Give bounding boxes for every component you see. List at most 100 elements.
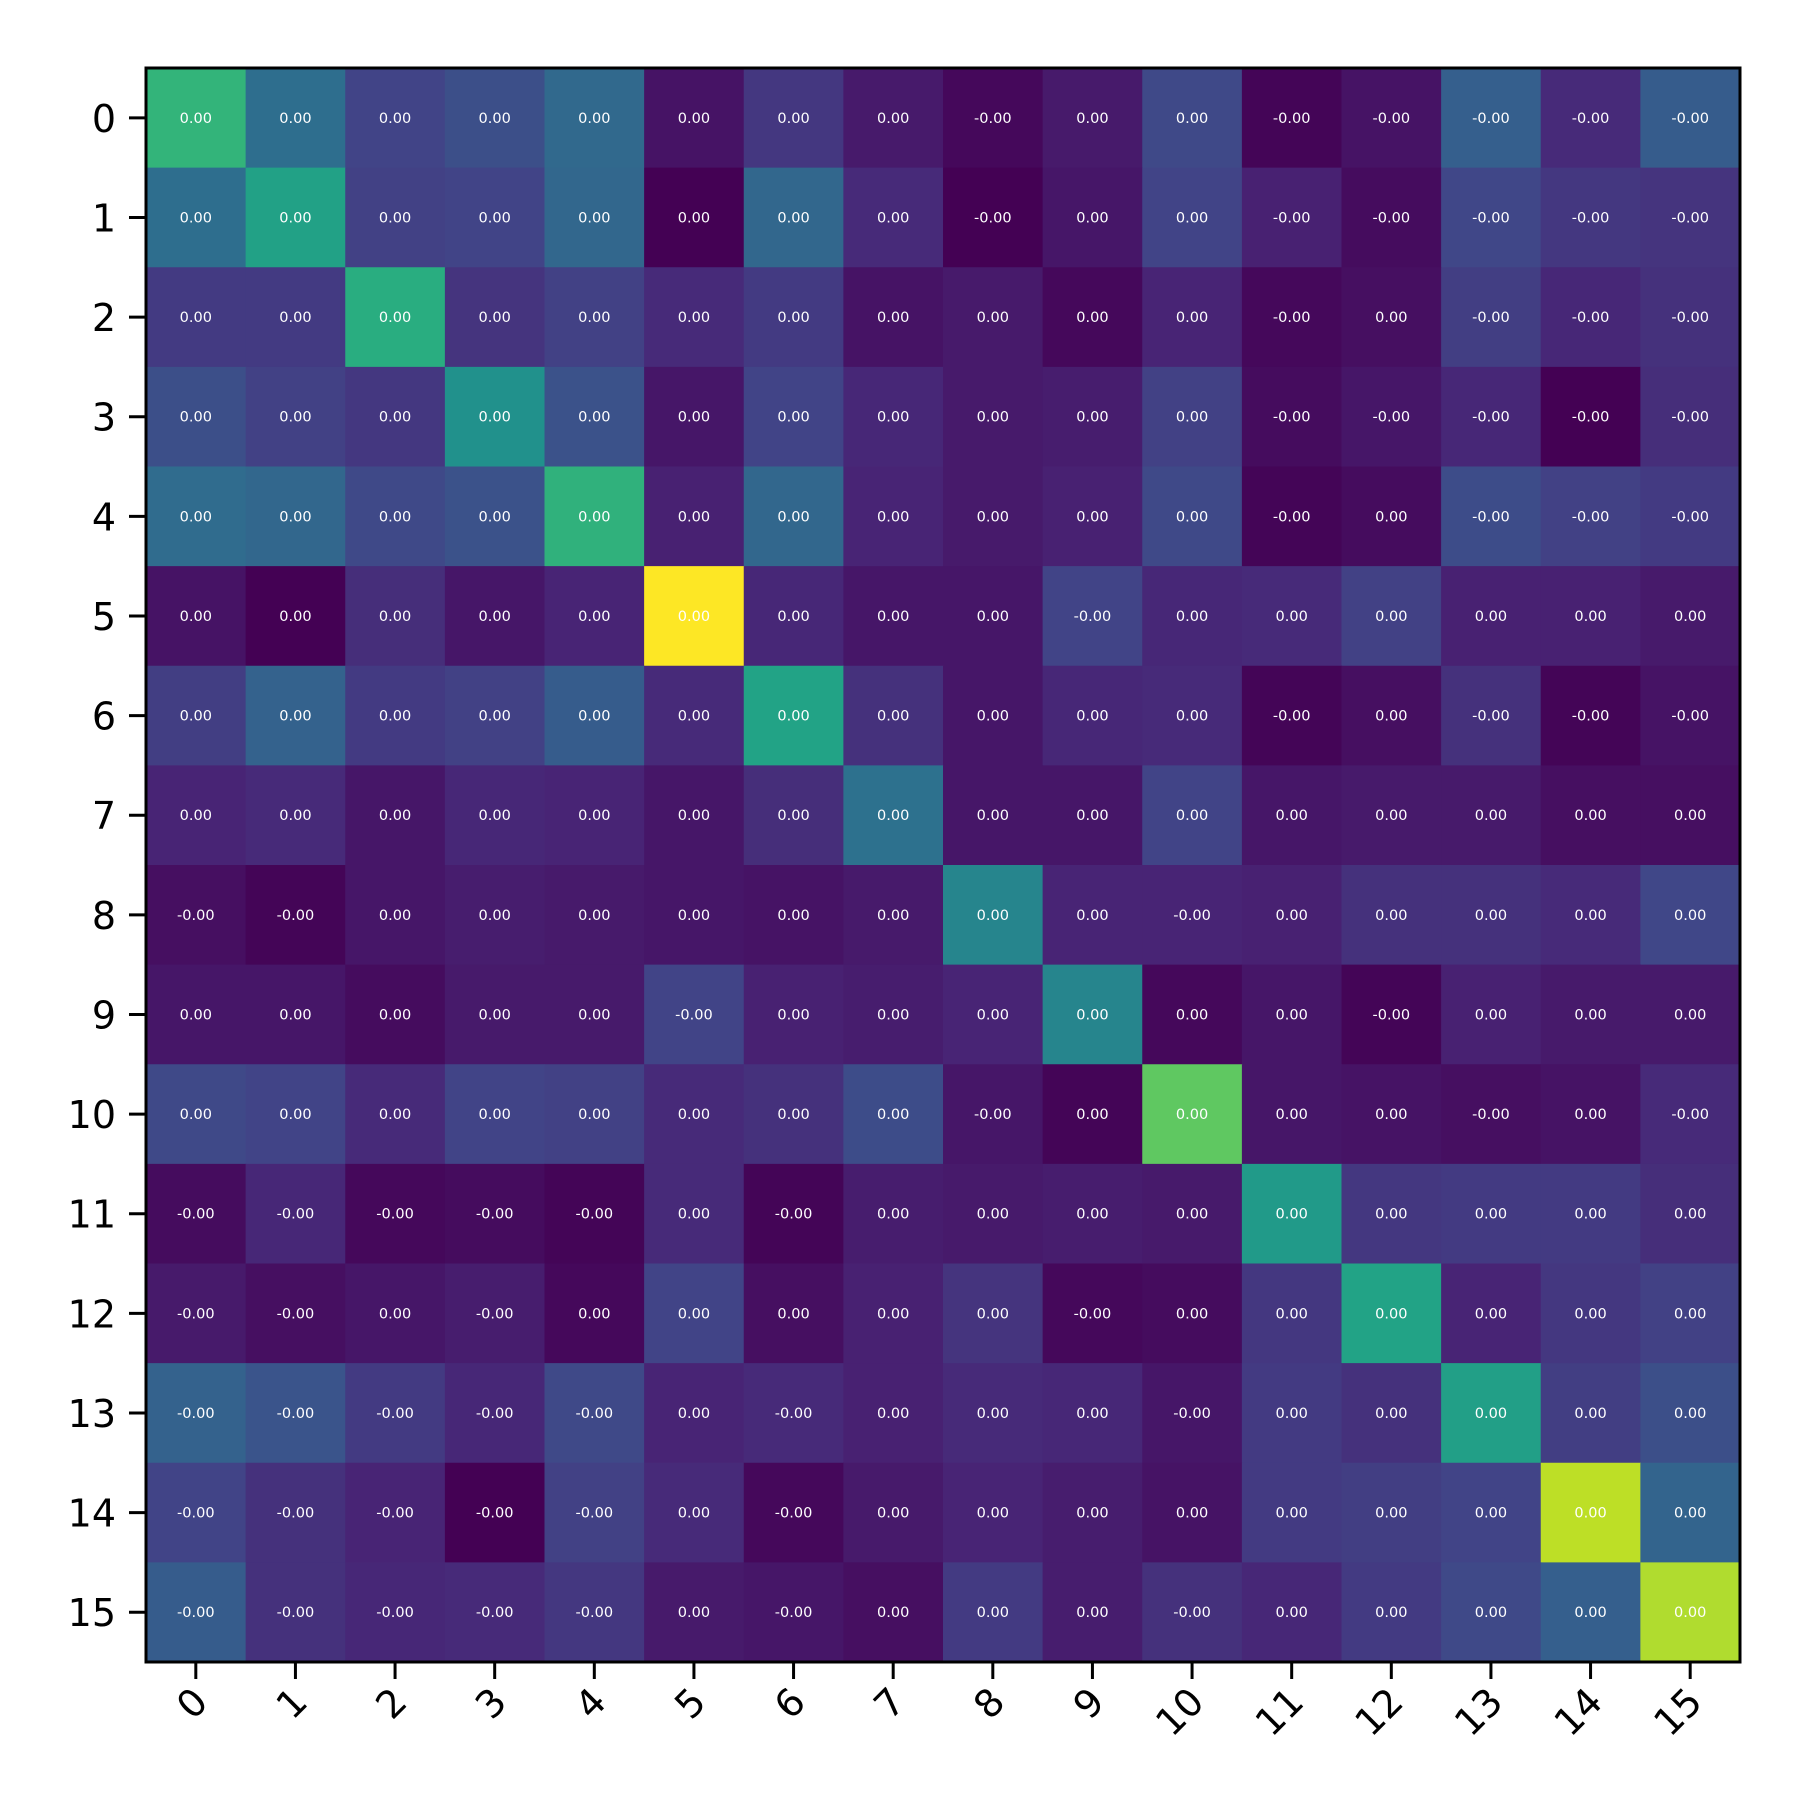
cell-value-label-r6-c4: 0.00: [578, 709, 610, 725]
cell-value-label-r12-c9: -0.00: [1074, 1306, 1112, 1322]
cell-value-label-r4-c2: 0.00: [379, 509, 411, 525]
cell-value-label-r2-c0: 0.00: [180, 310, 212, 326]
heatmap-cell-r7-c14: [1540, 765, 1641, 866]
heatmap-cell-r6-c14: [1540, 665, 1641, 766]
cell-value-label-r12-c0: -0.00: [177, 1306, 215, 1322]
heatmap-cell-r9-c3: [444, 964, 546, 1065]
heatmap-cell-r12-c8: [943, 1263, 1044, 1364]
cell-value-label-r2-c15: -0.00: [1671, 310, 1709, 326]
heatmap-cell-r10-c14: [1540, 1064, 1641, 1165]
heatmap-cell-r9-c11: [1241, 964, 1343, 1065]
x-tick-label: 0: [168, 1679, 216, 1727]
cell-value-label-r12-c2: 0.00: [379, 1306, 411, 1322]
cell-value-label-r0-c14: -0.00: [1572, 111, 1610, 127]
x-tick-label: 12: [1346, 1679, 1411, 1744]
heatmap-cell-r13-c6: [743, 1363, 844, 1464]
cell-value-label-r2-c7: 0.00: [877, 310, 909, 326]
cell-value-label-r11-c8: 0.00: [977, 1207, 1009, 1223]
heatmap-cell-r7-c8: [943, 765, 1044, 866]
cell-value-label-r2-c6: 0.00: [777, 310, 809, 326]
cell-value-label-r1-c10: 0.00: [1176, 210, 1208, 226]
heatmap-cell-r0-c0: [146, 68, 247, 169]
cell-value-label-r3-c15: -0.00: [1671, 410, 1709, 426]
heatmap-cell-r15-c12: [1341, 1562, 1442, 1663]
cell-value-label-r0-c5: 0.00: [678, 111, 710, 127]
heatmap-cell-r13-c2: [345, 1363, 446, 1464]
cell-value-label-r5-c3: 0.00: [479, 609, 511, 625]
cell-value-label-r9-c5: -0.00: [675, 1007, 713, 1023]
heatmap-cell-r9-c0: [146, 964, 247, 1065]
cell-value-label-r8-c2: 0.00: [379, 908, 411, 924]
cell-value-label-r14-c5: 0.00: [678, 1506, 710, 1522]
heatmap-cell-r10-c12: [1341, 1064, 1442, 1165]
heatmap-cell-r9-c5: [644, 964, 745, 1065]
plot-frame: [144, 66, 1742, 1664]
heatmap-cell-r6-c0: [146, 665, 247, 766]
cell-value-label-r3-c11: -0.00: [1273, 410, 1311, 426]
cell-value-label-r11-c15: 0.00: [1674, 1207, 1706, 1223]
heatmap-cell-r3-c9: [1042, 366, 1143, 468]
cell-value-label-r10-c3: 0.00: [479, 1107, 511, 1123]
cell-value-label-r12-c14: 0.00: [1574, 1306, 1606, 1322]
cell-value-label-r3-c1: 0.00: [279, 410, 311, 426]
heatmap-cell-r5-c1: [245, 566, 346, 667]
heatmap-cell-r12-c0: [146, 1263, 247, 1364]
cell-value-label-r14-c2: -0.00: [376, 1506, 414, 1522]
heatmap-cell-r8-c6: [743, 865, 844, 966]
heatmap-cell-r10-c2: [345, 1064, 446, 1165]
cell-value-label-r11-c12: 0.00: [1375, 1207, 1407, 1223]
cell-value-label-r15-c2: -0.00: [376, 1605, 414, 1621]
heatmap-cell-r6-c6: [743, 665, 844, 766]
cell-value-label-r1-c2: 0.00: [379, 210, 411, 226]
cell-value-label-r15-c8: 0.00: [977, 1605, 1009, 1621]
cell-value-label-r5-c6: 0.00: [777, 609, 809, 625]
heatmap-cell-r3-c8: [943, 366, 1044, 468]
cell-value-label-r13-c11: 0.00: [1276, 1406, 1308, 1422]
heatmap-cell-r7-c1: [245, 765, 346, 866]
y-tick-label: 12: [68, 1292, 116, 1336]
heatmap-cell-r4-c11: [1241, 466, 1343, 567]
x-tick-label: 1: [268, 1679, 316, 1727]
heatmap-cell-r7-c6: [743, 765, 844, 866]
heatmap-cell-r13-c12: [1341, 1363, 1442, 1464]
heatmap-cell-r15-c3: [444, 1562, 546, 1663]
heatmap-cell-r14-c2: [345, 1462, 446, 1563]
cell-value-label-r4-c4: 0.00: [578, 509, 610, 525]
cell-value-label-r8-c10: -0.00: [1173, 908, 1211, 924]
cell-value-label-r11-c3: -0.00: [476, 1207, 514, 1223]
cell-value-label-r12-c8: 0.00: [977, 1306, 1009, 1322]
heatmap-cell-r2-c11: [1241, 267, 1343, 368]
heatmap-cell-r8-c13: [1441, 865, 1542, 966]
cell-value-label-r14-c6: -0.00: [775, 1506, 813, 1522]
cell-value-label-r4-c10: 0.00: [1176, 509, 1208, 525]
cell-value-label-r3-c0: 0.00: [180, 410, 212, 426]
cell-value-label-r9-c11: 0.00: [1276, 1007, 1308, 1023]
cell-value-label-r1-c4: 0.00: [578, 210, 610, 226]
heatmap-cell-r3-c11: [1241, 366, 1343, 468]
heatmap-cell-r5-c8: [943, 566, 1044, 667]
heatmap-cell-r12-c4: [544, 1263, 645, 1364]
heatmap-cell-r2-c12: [1341, 267, 1442, 368]
cell-value-label-r12-c1: -0.00: [277, 1306, 315, 1322]
heatmap-cell-r14-c8: [943, 1462, 1044, 1563]
heatmap-cell-r15-c8: [943, 1562, 1044, 1663]
cell-value-label-r5-c5: 0.00: [678, 609, 710, 625]
heatmap-cell-r15-c0: [146, 1562, 247, 1663]
cell-value-label-r13-c13: 0.00: [1475, 1406, 1507, 1422]
heatmap-cell-r13-c1: [245, 1363, 346, 1464]
cell-value-label-r3-c10: 0.00: [1176, 410, 1208, 426]
cell-value-label-r7-c13: 0.00: [1475, 808, 1507, 824]
heatmap-cell-r8-c9: [1042, 865, 1143, 966]
heatmap-cell-r0-c1: [245, 68, 346, 169]
heatmap-cell-r9-c8: [943, 964, 1044, 1065]
x-tick-label: 8: [965, 1679, 1013, 1727]
y-tick-label: 8: [92, 894, 116, 938]
heatmap-cell-r12-c5: [644, 1263, 745, 1364]
cell-value-label-r2-c2: 0.00: [379, 310, 411, 326]
cell-value-label-r1-c7: 0.00: [877, 210, 909, 226]
cell-value-label-r6-c8: 0.00: [977, 709, 1009, 725]
heatmap-cell-r11-c15: [1640, 1163, 1741, 1265]
heatmap-cell-r4-c7: [843, 466, 944, 567]
heatmap-cell-r11-c4: [544, 1163, 645, 1265]
cell-value-label-r11-c4: -0.00: [576, 1207, 614, 1223]
